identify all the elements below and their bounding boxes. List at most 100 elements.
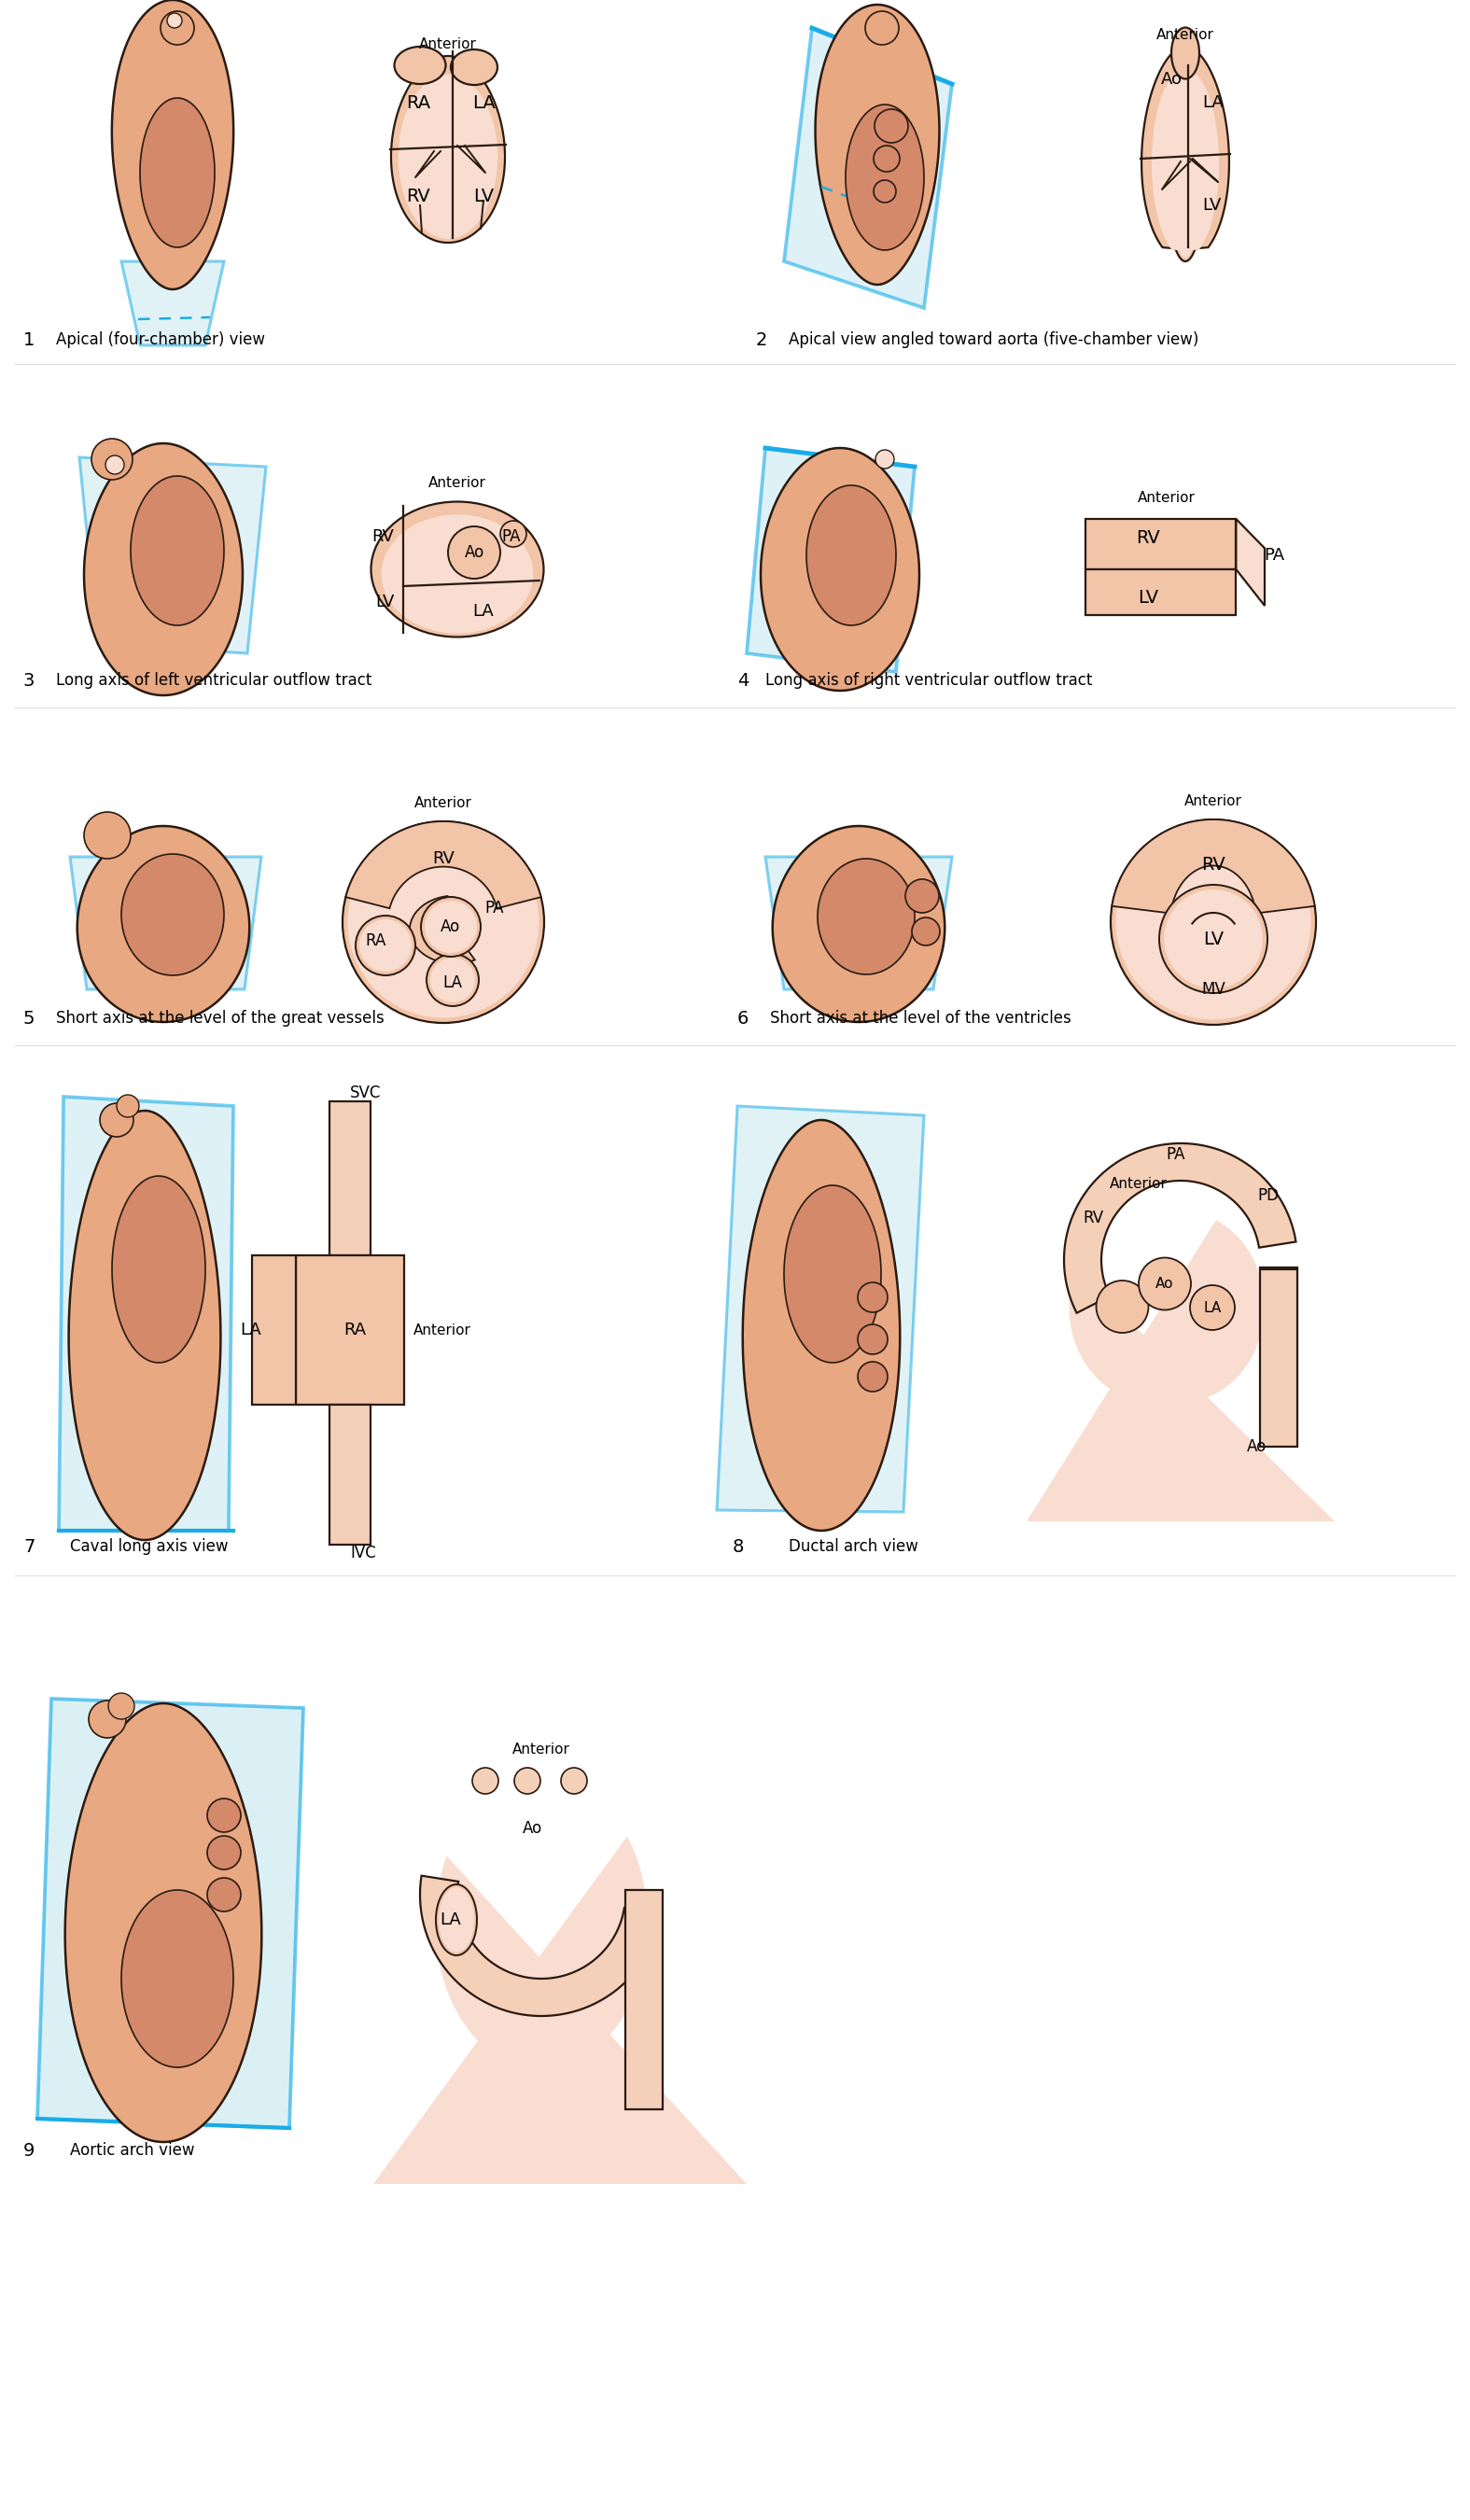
Polygon shape (420, 1875, 662, 2016)
Text: RV: RV (372, 529, 394, 544)
Circle shape (448, 527, 500, 580)
Polygon shape (131, 476, 223, 625)
Polygon shape (37, 1698, 303, 2127)
Text: RA: RA (406, 93, 431, 111)
Circle shape (359, 920, 412, 973)
Circle shape (1097, 1280, 1148, 1333)
Text: Ao: Ao (1161, 71, 1182, 88)
Circle shape (420, 897, 481, 958)
Text: Ao: Ao (441, 917, 460, 935)
Circle shape (431, 958, 475, 1003)
Circle shape (514, 1767, 541, 1794)
Circle shape (106, 456, 123, 474)
Polygon shape (398, 76, 498, 239)
Circle shape (562, 1767, 587, 1794)
Polygon shape (122, 1890, 234, 2066)
Polygon shape (295, 1255, 404, 1404)
Text: Aortic arch view: Aortic arch view (71, 2142, 194, 2160)
Polygon shape (766, 857, 953, 990)
Text: LA: LA (1204, 1300, 1222, 1315)
Text: Anterior: Anterior (1157, 28, 1214, 43)
Text: Long axis of left ventricular outflow tract: Long axis of left ventricular outflow tr… (56, 673, 372, 688)
Polygon shape (122, 262, 223, 345)
Polygon shape (747, 449, 914, 673)
Polygon shape (112, 0, 234, 290)
Text: LA: LA (1202, 93, 1225, 111)
Polygon shape (1142, 48, 1229, 262)
Text: Anterior: Anterior (1185, 794, 1242, 809)
Polygon shape (1085, 519, 1236, 570)
Text: 9: 9 (24, 2142, 35, 2160)
Polygon shape (71, 857, 262, 990)
Text: 3: 3 (24, 673, 35, 690)
Polygon shape (373, 1837, 747, 2185)
Polygon shape (717, 1106, 925, 1512)
Polygon shape (845, 103, 925, 249)
Circle shape (500, 522, 526, 547)
Text: 8: 8 (732, 1537, 744, 1555)
Circle shape (116, 1094, 140, 1116)
Ellipse shape (438, 1887, 475, 1953)
Text: Long axis of right ventricular outflow tract: Long axis of right ventricular outflow t… (766, 673, 1092, 688)
Text: RA: RA (366, 932, 387, 950)
Polygon shape (816, 5, 939, 285)
Circle shape (875, 108, 908, 144)
Text: Anterior: Anterior (513, 1741, 570, 1756)
Text: Anterior: Anterior (415, 796, 472, 809)
Text: Caval long axis view: Caval long axis view (71, 1537, 228, 1555)
Polygon shape (65, 1704, 262, 2142)
Text: Apical (four-chamber) view: Apical (four-chamber) view (56, 330, 265, 348)
Polygon shape (410, 897, 475, 963)
Circle shape (1191, 1285, 1235, 1331)
Text: 2: 2 (756, 330, 767, 350)
Polygon shape (59, 1096, 234, 1530)
Polygon shape (140, 98, 215, 247)
Polygon shape (1236, 519, 1264, 605)
Text: LV: LV (1202, 197, 1222, 214)
Text: LV: LV (1202, 930, 1223, 948)
Ellipse shape (394, 48, 445, 83)
Circle shape (911, 917, 939, 945)
Circle shape (906, 879, 939, 912)
Circle shape (168, 13, 182, 28)
Text: Short axis at the level of the ventricles: Short axis at the level of the ventricle… (770, 1011, 1072, 1026)
Circle shape (1111, 819, 1316, 1026)
Text: Anterior: Anterior (1138, 491, 1195, 504)
Circle shape (876, 451, 894, 469)
Polygon shape (807, 486, 897, 625)
Circle shape (356, 915, 416, 975)
Polygon shape (112, 1177, 206, 1363)
Text: 1: 1 (24, 330, 35, 350)
Polygon shape (122, 854, 223, 975)
Polygon shape (345, 822, 541, 907)
Text: LV: LV (1138, 590, 1158, 607)
Circle shape (207, 1799, 241, 1832)
Text: LA: LA (440, 1913, 462, 1928)
Circle shape (207, 1837, 241, 1870)
Polygon shape (437, 1885, 476, 1956)
Text: PD: PD (1257, 1187, 1279, 1205)
Polygon shape (1026, 1220, 1335, 1522)
Polygon shape (329, 1404, 370, 1545)
Polygon shape (817, 859, 914, 975)
Text: PA: PA (1166, 1147, 1186, 1164)
Text: Ao: Ao (465, 544, 484, 562)
Circle shape (472, 1767, 498, 1794)
Text: 7: 7 (24, 1537, 35, 1555)
Text: PA: PA (1264, 547, 1285, 564)
Text: Ao: Ao (1247, 1439, 1267, 1454)
Circle shape (109, 1693, 134, 1719)
Text: 6: 6 (738, 1011, 748, 1028)
Circle shape (448, 527, 500, 580)
Polygon shape (1260, 1268, 1298, 1446)
Circle shape (873, 179, 897, 202)
Text: Anterior: Anterior (413, 1323, 472, 1338)
Circle shape (347, 827, 539, 1018)
Text: IVC: IVC (350, 1545, 376, 1562)
Text: PA: PA (485, 900, 504, 917)
Circle shape (426, 955, 479, 1005)
Polygon shape (1064, 1144, 1297, 1313)
Circle shape (160, 10, 194, 45)
Circle shape (100, 1104, 134, 1137)
Text: Anterior: Anterior (419, 38, 476, 50)
